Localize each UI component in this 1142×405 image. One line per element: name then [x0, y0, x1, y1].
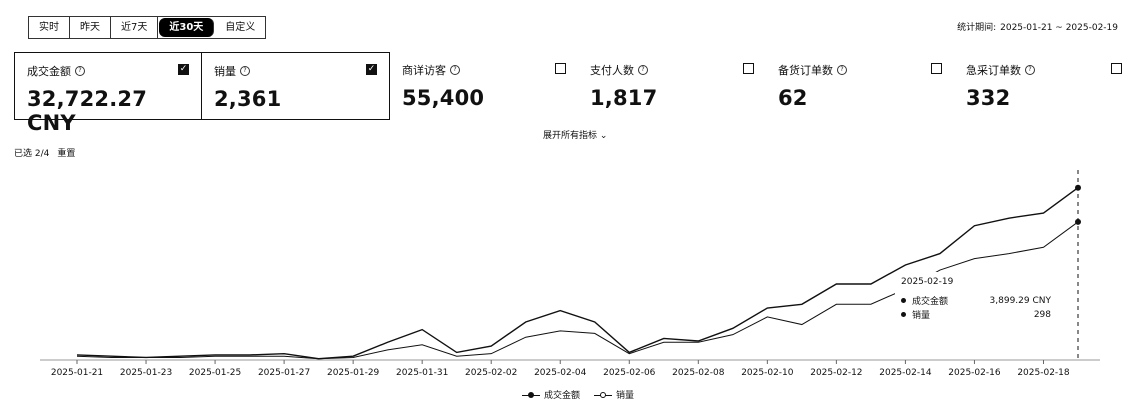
reset-link[interactable]: 重置 — [57, 149, 76, 159]
help-icon[interactable]: ? — [837, 65, 847, 75]
tooltip-row-sales: 销量 298 — [901, 308, 1051, 321]
metric-value: 32,722.27 CNY — [27, 87, 148, 135]
metric-value: 1,817 — [590, 86, 658, 110]
stat-period: 统计期间: 2025-01-21 ~ 2025-02-19 — [957, 20, 1118, 33]
date-range-tabs: 实时 昨天 近7天 近30天 自定义 — [28, 16, 267, 39]
x-tick-label: 2025-02-06 — [603, 368, 656, 378]
x-tick-label: 2025-02-08 — [672, 368, 725, 378]
x-tick-label: 2025-02-12 — [810, 368, 862, 378]
series-point-gmv[interactable] — [1075, 184, 1081, 191]
legend-hollow-marker-icon — [594, 391, 613, 399]
tooltip-series-name: 成交金额 — [912, 297, 949, 307]
metric-card-sales[interactable]: 销量? 2,361 ✓ — [201, 52, 390, 120]
help-icon[interactable]: ? — [75, 66, 85, 76]
tab-yesterday[interactable]: 昨天 — [70, 17, 111, 38]
metric-card-visitors[interactable]: 商详访客? 55,400 — [390, 52, 578, 120]
legend-item-gmv[interactable]: 成交金额 — [522, 388, 580, 401]
expand-label: 展开所有指标 — [543, 131, 598, 141]
legend-label: 成交金额 — [544, 391, 581, 401]
x-tick-label: 2025-01-25 — [189, 368, 241, 378]
stat-period-label: 统计期间: — [957, 23, 997, 33]
x-tick-label: 2025-02-14 — [879, 368, 932, 378]
x-tick-label: 2025-02-04 — [534, 368, 587, 378]
metric-card-stock-orders[interactable]: 备货订单数? 62 — [766, 52, 954, 120]
x-tick-label: 2025-01-31 — [396, 368, 448, 378]
metric-name: 销量 — [214, 65, 236, 78]
metric-card-buyers[interactable]: 支付人数? 1,817 — [578, 52, 766, 120]
legend-label: 销量 — [616, 391, 635, 401]
tab-last-7-days[interactable]: 近7天 — [111, 17, 159, 38]
metric-checkbox[interactable] — [555, 63, 566, 74]
selected-count: 已选 2/4 — [14, 149, 50, 159]
x-tick-label: 2025-02-02 — [465, 368, 517, 378]
x-tick-label: 2025-02-10 — [741, 368, 794, 378]
metric-name: 急采订单数 — [966, 64, 1021, 77]
metric-cards: 成交金额? 32,722.27 CNY ✓ 销量? 2,361 ✓ 商详访客? … — [14, 52, 1134, 135]
help-icon[interactable]: ? — [1025, 65, 1035, 75]
metric-value: 55,400 — [402, 86, 485, 110]
help-icon[interactable]: ? — [450, 65, 460, 75]
expand-all-metrics-button[interactable]: 展开所有指标 ⌄ — [543, 128, 607, 141]
series-dot-icon — [901, 298, 906, 303]
stat-period-value: 2025-01-21 ~ 2025-02-19 — [1000, 23, 1118, 33]
metric-card-gmv[interactable]: 成交金额? 32,722.27 CNY ✓ — [14, 52, 202, 135]
tooltip-row-gmv: 成交金额 3,899.29 CNY — [901, 294, 1051, 307]
series-line-gmv — [76, 187, 1079, 360]
metric-value: 62 — [778, 86, 808, 110]
x-tick-label: 2025-02-16 — [948, 368, 1001, 378]
x-tick-label: 2025-02-18 — [1017, 368, 1070, 378]
metric-value: 2,361 — [214, 87, 282, 111]
chevron-down-icon: ⌄ — [599, 131, 608, 141]
metric-checkbox[interactable] — [931, 63, 942, 74]
tab-custom[interactable]: 自定义 — [215, 17, 266, 38]
tooltip-series-name: 销量 — [912, 311, 931, 321]
metric-checkbox[interactable] — [743, 63, 754, 74]
series-point-sales[interactable] — [1075, 218, 1081, 225]
metric-value: 332 — [966, 86, 1011, 110]
metric-name: 备货订单数 — [778, 64, 833, 77]
metric-card-urgent-orders[interactable]: 急采订单数? 332 — [954, 52, 1134, 120]
tooltip-series-value: 3,899.29 CNY — [989, 295, 1051, 306]
help-icon[interactable]: ? — [638, 65, 648, 75]
chart-legend: 成交金额 销量 — [522, 388, 634, 401]
tooltip-date: 2025-02-19 — [901, 277, 954, 287]
help-icon[interactable]: ? — [240, 66, 250, 76]
legend-item-sales[interactable]: 销量 — [594, 388, 634, 401]
x-tick-label: 2025-01-29 — [327, 368, 380, 378]
tab-realtime[interactable]: 实时 — [29, 17, 70, 38]
metric-name: 商详访客 — [402, 64, 446, 77]
metric-checkbox[interactable]: ✓ — [366, 64, 377, 75]
selection-summary: 已选 2/4 重置 — [14, 146, 83, 159]
metric-checkbox[interactable]: ✓ — [178, 64, 189, 75]
chart-tooltip: 2025-02-19 成交金额 3,899.29 CNY 销量 298 — [895, 272, 1055, 324]
metric-name: 成交金额 — [27, 65, 71, 78]
x-tick-label: 2025-01-23 — [120, 368, 172, 378]
tooltip-series-value: 298 — [1033, 309, 1051, 320]
metric-name: 支付人数 — [590, 64, 634, 77]
x-tick-label: 2025-01-27 — [258, 368, 310, 378]
x-tick-label: 2025-01-21 — [51, 368, 103, 378]
tab-last-30-days[interactable]: 近30天 — [159, 18, 215, 37]
series-dot-icon — [901, 312, 906, 317]
legend-filled-marker-icon — [522, 391, 540, 399]
metric-checkbox[interactable] — [1111, 63, 1122, 74]
